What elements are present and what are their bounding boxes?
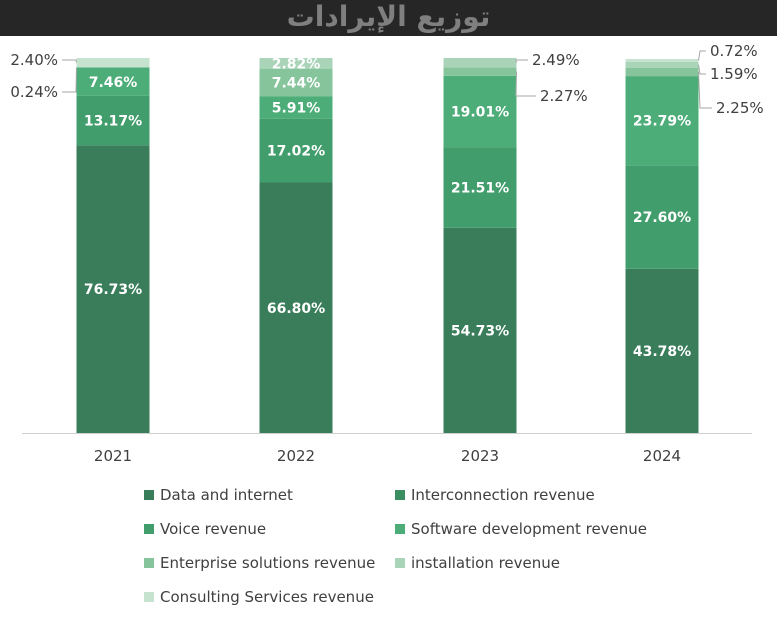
data-label: 2.27%	[540, 87, 588, 105]
leader-line	[698, 71, 712, 109]
bar-2022-enterprise-solutions-revenue	[259, 68, 333, 97]
legend-item: Interconnection revenue	[395, 486, 595, 504]
title-bar	[0, 0, 777, 36]
data-label: 66.80%	[267, 301, 325, 317]
x-tick-label: 2023	[461, 447, 499, 465]
legend-label: Software development revenue	[411, 520, 648, 538]
x-tick-label: 2022	[277, 447, 315, 465]
leader-line	[515, 59, 528, 63]
bar-2022-software-development-revenue	[259, 96, 333, 119]
legend-swatch	[144, 524, 154, 534]
legend-item: installation revenue	[395, 554, 560, 572]
data-label: 19.01%	[451, 104, 509, 120]
bar-2021-software-development-revenue	[76, 67, 150, 96]
legend-item: Software development revenue	[395, 520, 647, 538]
data-label: 2.82%	[272, 56, 321, 72]
data-label: 2.40%	[10, 51, 58, 69]
bar-2023-software-development-revenue	[443, 75, 517, 148]
legend-label: Interconnection revenue	[411, 486, 595, 504]
chart-title: توزيع الإيرادات	[286, 0, 491, 33]
bar-2024-voice-revenue	[625, 165, 699, 269]
data-label: 76.73%	[84, 282, 142, 298]
legend-item: Data and internet	[144, 486, 293, 504]
data-label: 13.17%	[84, 114, 142, 130]
bar-2021-data-and-internet	[76, 145, 150, 433]
data-label: 0.72%	[710, 42, 758, 60]
data-label: 27.60%	[633, 210, 691, 226]
legend-label: Voice revenue	[160, 520, 267, 538]
bar-2023-voice-revenue	[443, 147, 517, 228]
bar-2022-installation-revenue	[259, 58, 333, 69]
data-label: 23.79%	[633, 114, 691, 130]
leader-line	[515, 71, 536, 97]
legend-swatch	[395, 524, 405, 534]
bar-2024-data-and-internet	[625, 268, 699, 433]
legend-label: Enterprise solutions revenue	[160, 554, 376, 572]
bar-2022-voice-revenue	[259, 118, 333, 183]
legend-label: Consulting Services revenue	[160, 588, 374, 606]
bar-2024-consulting-services-revenue	[625, 59, 699, 62]
data-label: 1.59%	[710, 65, 758, 83]
data-label: 2.25%	[716, 99, 764, 117]
x-tick-label: 2024	[643, 447, 681, 465]
data-label: 7.46%	[89, 75, 138, 91]
data-label: 43.78%	[633, 344, 691, 360]
data-label: 21.51%	[451, 180, 509, 196]
legend-swatch	[144, 592, 154, 602]
data-label: 54.73%	[451, 323, 509, 339]
bar-2021-consulting-services-revenue	[76, 58, 150, 67]
leader-line	[62, 59, 77, 63]
data-label: 17.02%	[267, 144, 325, 160]
data-label: 2.49%	[532, 51, 580, 69]
legend-swatch	[144, 490, 154, 500]
bar-2021-enterprise-solutions-revenue	[76, 67, 150, 68]
legend-swatch	[395, 490, 405, 500]
bar-2024-installation-revenue	[625, 61, 699, 68]
bar-2023-installation-revenue	[443, 57, 517, 68]
legend-item: Consulting Services revenue	[144, 588, 374, 606]
legend-label: installation revenue	[411, 554, 561, 572]
legend-label: Data and internet	[160, 486, 293, 504]
bar-2021-voice-revenue	[76, 95, 150, 146]
legend-item: Voice revenue	[144, 520, 266, 538]
legend-item: Enterprise solutions revenue	[144, 554, 375, 572]
plot-area: 76.73% 13.17% 7.46% 0.24% 2.40% 2021 66.80% 17.…	[10, 42, 764, 465]
data-label: 5.91%	[272, 101, 321, 117]
legend-swatch	[144, 558, 154, 568]
data-label: 0.24%	[10, 83, 58, 101]
x-tick-label: 2021	[94, 447, 132, 465]
leader-line	[698, 64, 706, 75]
legend-swatch	[395, 558, 405, 568]
leader-line	[62, 67, 77, 93]
bar-2022-data-and-internet	[259, 182, 333, 433]
leader-line	[698, 50, 706, 61]
bar-2024-software-development-revenue	[625, 76, 699, 166]
bar-2023-enterprise-solutions-revenue	[443, 67, 517, 76]
bar-2023-data-and-internet	[443, 227, 517, 433]
bar-2024-enterprise-solutions-revenue	[625, 67, 699, 77]
data-label: 7.44%	[272, 76, 321, 92]
